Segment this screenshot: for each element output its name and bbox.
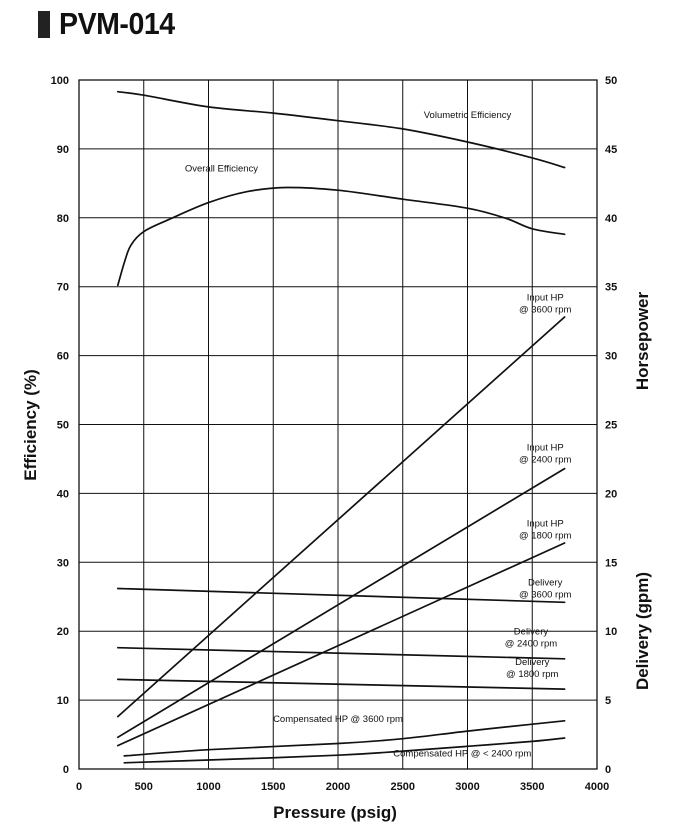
- curve-layer: [116, 90, 566, 764]
- y-right-tick-label: 0: [605, 764, 611, 776]
- annotation-input-hp-2400-rpm: Input HP @ 2400 rpm: [519, 443, 572, 466]
- y-left-tick-label: 90: [57, 144, 69, 156]
- annotation-compensated-hp-3600-rpm: Compensated HP @ 3600 rpm: [273, 714, 403, 725]
- x-axis-title: Pressure (psig): [273, 803, 397, 822]
- y-left-tick-label: 80: [57, 213, 69, 225]
- plot-frame: [78, 79, 598, 770]
- y-left-tick-label: 50: [57, 420, 69, 432]
- x-tick-label: 2500: [391, 781, 415, 793]
- series-line-volumetric-efficiency: [116, 90, 566, 169]
- series-line-compensated-hp-2400-rpm: [123, 737, 566, 764]
- annotation-input-hp-1800-rpm: Input HP @ 1800 rpm: [519, 518, 572, 541]
- series-line-input-hp-1800-rpm: [116, 542, 566, 747]
- x-tick-label: 2000: [326, 781, 350, 793]
- x-tick-label: 4000: [585, 781, 609, 793]
- y-right-tick-label: 50: [605, 75, 617, 87]
- series-line-delivery-3600-rpm: [116, 587, 566, 604]
- y-axis-left-title: Efficiency (%): [21, 369, 40, 480]
- y-right-tick-label: 5: [605, 695, 611, 707]
- annotation-layer: Volumetric Efficiency Overall Efficiency I…: [185, 110, 572, 760]
- annotation-delivery-2400-rpm: Delivery @ 2400 rpm: [505, 627, 558, 650]
- y-left-tick-label: 0: [63, 764, 69, 776]
- y-right-tick-label: 20: [605, 488, 617, 500]
- annotation-volumetric-efficiency: Volumetric Efficiency: [424, 110, 512, 121]
- y-left-tick-label: 20: [57, 626, 69, 638]
- x-tick-label: 500: [135, 781, 153, 793]
- series-line-delivery-1800-rpm: [116, 678, 566, 690]
- y-right-tick-label: 30: [605, 351, 617, 363]
- chart-title: PVM-014: [59, 6, 175, 41]
- annotation-overall-efficiency: Overall Efficiency: [185, 164, 258, 175]
- y-left-tick-label: 10: [57, 695, 69, 707]
- x-tick-label: 3500: [520, 781, 544, 793]
- y-right-tick-label: 45: [605, 144, 617, 156]
- annotation-delivery-1800-rpm: Delivery @ 1800 rpm: [506, 657, 559, 680]
- y-left-tick-label: 40: [57, 488, 69, 500]
- x-tick-label: 1000: [196, 781, 220, 793]
- y-axis-right-delivery-title: Delivery (gpm): [633, 572, 652, 690]
- grid-layer: [78, 79, 598, 770]
- y-axis-right-horsepower-title: Horsepower: [633, 291, 652, 390]
- series-line-input-hp-2400-rpm: [116, 467, 566, 739]
- chart-title-group: PVM-014: [38, 6, 185, 42]
- annotation-input-hp-3600-rpm: Input HP @ 3600 rpm: [519, 292, 572, 315]
- y-left-tick-label: 70: [57, 282, 69, 294]
- title-bar-icon: [38, 10, 50, 38]
- series-line-overall-efficiency: [116, 186, 566, 287]
- y-left-tick-label: 30: [57, 557, 69, 569]
- y-left-tick-label: 60: [57, 351, 69, 363]
- x-tick-label: 1500: [261, 781, 285, 793]
- x-tick-label: 3000: [455, 781, 479, 793]
- series-line-compensated-hp-3600-rpm: [123, 719, 566, 757]
- y-right-tick-label: 15: [605, 557, 617, 569]
- x-tick-label: 0: [76, 781, 82, 793]
- series-line-delivery-2400-rpm: [116, 646, 566, 660]
- tick-label-layer: 0 500 1000 1500 2000 2500 3000 3500 400001020304…: [51, 75, 618, 793]
- y-left-tick-label: 100: [51, 75, 69, 87]
- y-right-tick-label: 35: [605, 282, 617, 294]
- y-right-tick-label: 25: [605, 420, 617, 432]
- annotation-delivery-3600-rpm: Delivery @ 3600 rpm: [519, 578, 572, 601]
- y-right-tick-label: 10: [605, 626, 617, 638]
- y-right-tick-label: 40: [605, 213, 617, 225]
- annotation-compensated-hp-2400-rpm: Compensated HP @ < 2400 rpm: [393, 749, 531, 760]
